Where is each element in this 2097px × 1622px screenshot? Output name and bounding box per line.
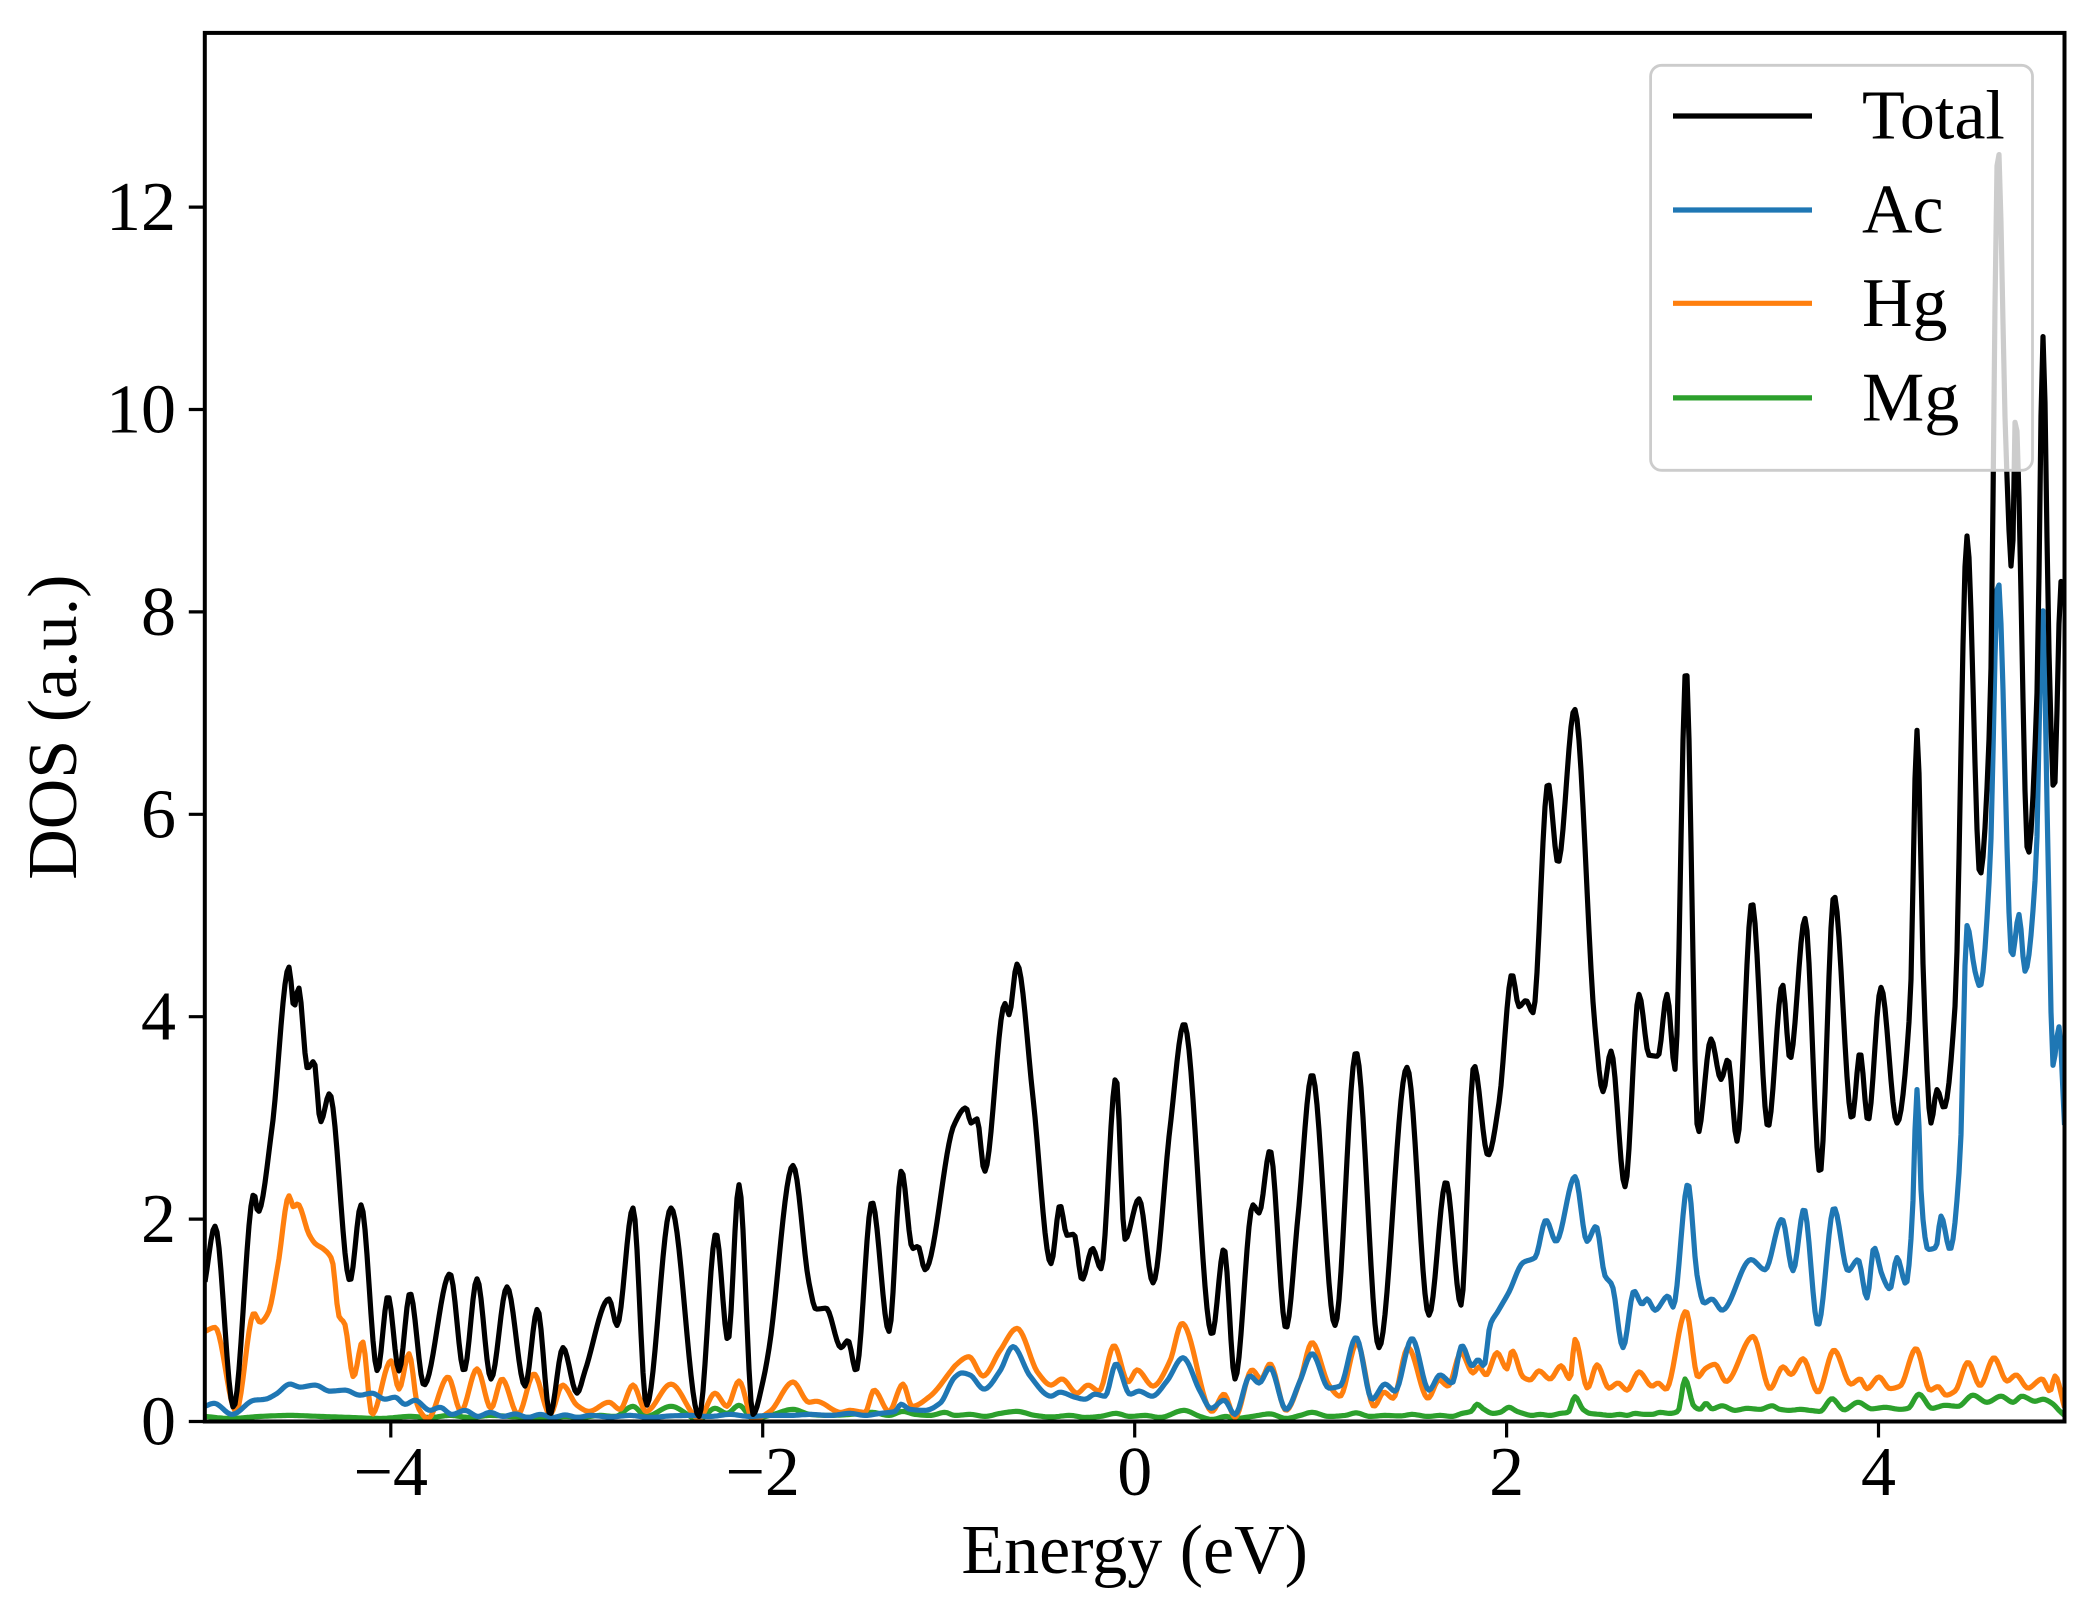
svg-text:0: 0 <box>1117 1434 1152 1511</box>
svg-text:4: 4 <box>1861 1434 1896 1511</box>
svg-text:12: 12 <box>106 169 176 246</box>
svg-text:0: 0 <box>141 1384 176 1461</box>
svg-text:Ac: Ac <box>1862 172 1944 249</box>
svg-text:4: 4 <box>141 979 176 1056</box>
svg-text:Energy (eV): Energy (eV) <box>961 1512 1308 1589</box>
svg-text:2: 2 <box>141 1181 176 1258</box>
svg-text:Total: Total <box>1862 78 2005 155</box>
svg-text:2: 2 <box>1489 1434 1524 1511</box>
svg-text:10: 10 <box>106 372 176 449</box>
svg-text:Hg: Hg <box>1862 265 1948 342</box>
svg-text:8: 8 <box>141 574 176 651</box>
svg-text:6: 6 <box>141 776 176 853</box>
svg-text:−2: −2 <box>725 1434 799 1511</box>
svg-text:−4: −4 <box>354 1434 428 1511</box>
svg-text:Mg: Mg <box>1862 359 1959 436</box>
svg-text:DOS (a.u.): DOS (a.u.) <box>15 575 92 880</box>
